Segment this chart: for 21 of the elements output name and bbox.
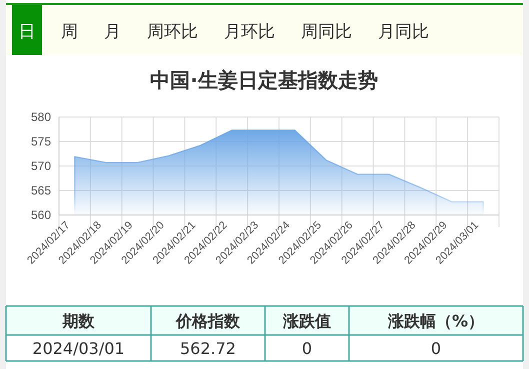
text: 月 (104, 22, 121, 42)
y-tick-label: 570 (30, 158, 52, 173)
text: 月同比 (378, 22, 429, 42)
y-tick-label: 565 (30, 183, 52, 198)
text: 涨跌幅（%） (386, 312, 484, 330)
y-tick-label: 580 (30, 110, 52, 124)
text: 涨跌值 (282, 312, 331, 330)
text: 月环比 (224, 22, 275, 42)
y-tick-label: 560 (30, 208, 52, 222)
text: 0 (302, 339, 312, 358)
text: 价格指数 (175, 312, 241, 330)
text: 周 (61, 22, 78, 42)
text: 日 (18, 22, 36, 42)
text: 2024/03/01 (32, 339, 125, 358)
y-tick-label: 575 (30, 134, 52, 148)
text: 562.72 (180, 339, 236, 358)
text: 周环比 (147, 22, 198, 42)
text: 期数 (62, 312, 96, 330)
text: 周同比 (301, 22, 352, 42)
chart-title: 中国·生姜日定基指数走势 (150, 68, 378, 92)
text: 0 (430, 339, 442, 358)
